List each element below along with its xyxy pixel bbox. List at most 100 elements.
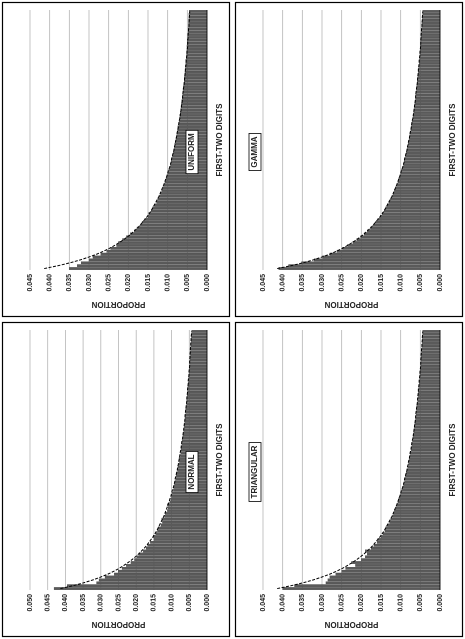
bar [138,552,208,556]
bar [117,569,208,573]
bar [383,209,441,213]
bar [104,575,208,579]
bar [420,39,441,42]
bar [382,532,441,535]
bar [395,506,441,509]
chart-panel: 0.000 0.005 0.010 0.015 0.020 0.025 0.030 0.035… [234,1,464,318]
bar [145,546,208,550]
bar [160,192,208,195]
bar [171,494,208,498]
y-tick-label: 0.025 [106,274,113,292]
bar [380,215,441,218]
bar [150,541,208,544]
bar [420,44,441,48]
bar [412,117,441,120]
bar [363,232,441,236]
y-tick-label: 0.040 [62,594,69,612]
bar [184,416,208,420]
title-frame [248,133,262,171]
bar [387,523,441,527]
bar [365,555,441,559]
bar [341,569,441,573]
bar [164,515,208,518]
bar [177,125,208,129]
bar [410,131,441,135]
bar [420,356,441,359]
title-frame [185,129,199,175]
bar [422,341,441,345]
bar [185,65,208,68]
bar [409,454,441,457]
bar [421,21,441,25]
title-frame [185,451,199,493]
y-tick-label: 0.030 [319,274,326,292]
x-axis-title: FIRST-TWO DIGITS [215,103,224,177]
y-tick-label: 0.045 [260,594,267,612]
bar [406,471,441,475]
y-tick-label: 0.040 [47,274,54,292]
bar [181,99,208,103]
bar [415,419,441,423]
bar [415,99,441,103]
y-axis-title: PROPORTION [91,620,145,629]
bar [130,561,208,564]
bar [162,186,208,189]
bar [399,174,441,178]
bar [413,108,441,111]
bar [345,567,441,570]
bar [400,494,441,498]
bar [418,393,441,397]
bar [418,65,441,68]
bar [422,335,441,339]
bar [187,396,208,400]
bar [360,235,441,239]
bar [182,88,208,91]
y-tick-label: 0.025 [339,274,346,292]
bar [384,529,441,533]
y-tick-label: 0.045 [27,274,34,292]
bar [153,538,208,541]
bar [417,396,441,400]
bar [404,160,441,163]
bar [188,382,208,385]
bar [406,468,441,472]
bar [367,229,441,233]
bar [385,526,441,530]
chart-title-box: GAMMA [248,133,262,171]
bar [419,379,441,382]
bar [169,500,208,504]
bar [184,422,208,426]
bar [412,437,441,440]
bar [402,166,441,169]
bar [184,70,208,74]
bar [415,413,441,417]
y-tick-label: 0.050 [27,594,34,612]
bar [164,180,208,184]
bar [419,59,441,62]
bar [136,555,208,559]
bar [134,229,208,233]
bar [143,549,208,553]
bar [396,503,441,507]
y-tick-label: 0.015 [378,274,385,292]
bar [397,500,441,504]
bar [420,41,441,45]
bar [421,24,441,28]
y-tick-label: 0.035 [299,274,306,292]
bar [288,264,441,267]
bar [371,546,441,550]
bar [148,212,208,215]
bar [416,88,441,91]
bar [162,520,208,524]
x-axis-title: FIRST-TWO DIGITS [448,423,457,497]
bar [185,411,208,414]
bar [188,15,208,19]
bar [418,67,441,71]
bar [370,226,441,230]
bar [401,489,441,492]
bar [398,497,441,501]
bar [413,114,441,117]
bar [417,399,441,403]
bar [160,523,208,527]
bar [130,232,208,236]
